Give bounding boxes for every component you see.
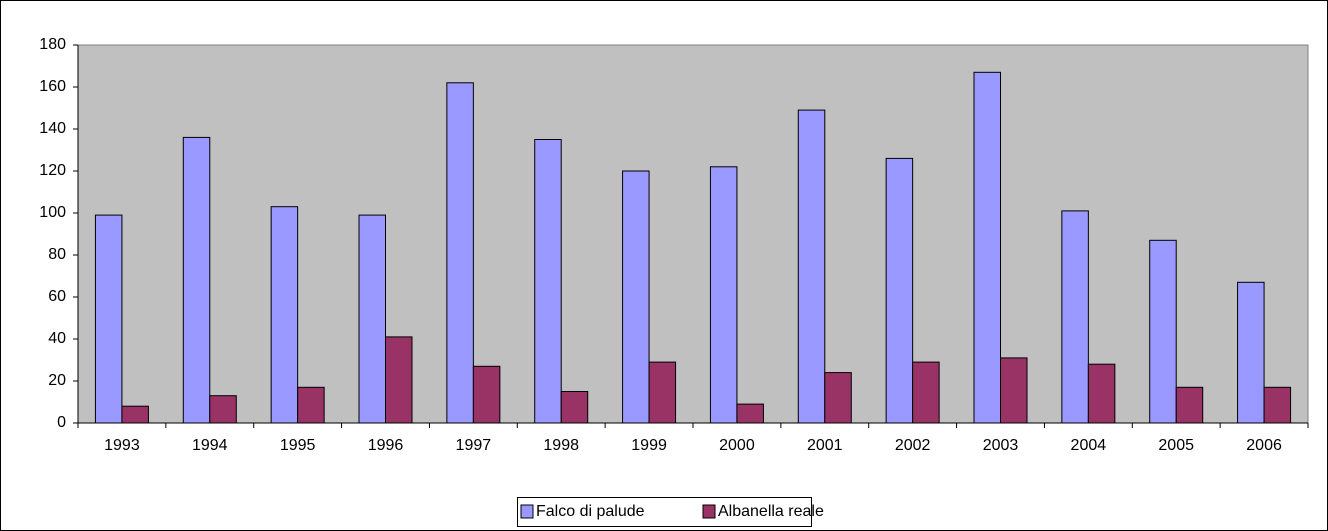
legend-label: Albanella reale [718,503,824,520]
x-tick-label: 1999 [631,437,667,454]
bar [1087,363,1116,424]
x-tick-label: 2004 [1071,437,1107,454]
x-tick-label: 1998 [543,437,579,454]
legend-swatch [520,504,534,519]
x-tick-label: 2001 [807,437,843,454]
x-tick-label: 1996 [368,437,404,454]
y-tick-label: 100 [39,204,66,221]
y-tick-label: 20 [48,372,66,389]
y-tick-label: 40 [48,330,66,347]
bar [736,403,764,424]
bar [912,361,940,424]
bar [1149,239,1177,424]
bar [182,136,211,424]
bar [622,170,650,424]
bar [1237,281,1265,424]
bar [297,386,325,424]
bar [472,365,501,424]
x-tick-label: 1995 [280,437,316,454]
y-tick-label: 60 [48,288,66,305]
bar [121,405,149,424]
bar [534,139,562,424]
y-tick-label: 120 [39,162,66,179]
bar [560,391,589,424]
y-tick-label: 160 [39,78,66,95]
x-tick-label: 1994 [192,437,228,454]
y-tick-label: 180 [39,36,66,53]
x-tick-label: 2006 [1246,437,1282,454]
x-tick-label: 1993 [104,437,140,454]
bar [1175,386,1204,424]
x-tick-label: 1997 [456,437,492,454]
bar [446,82,474,424]
y-tick-label: 80 [48,246,66,263]
bar [209,395,237,424]
bar [824,372,852,424]
bar [1061,210,1089,424]
bar [358,214,386,424]
x-tick-label: 2003 [983,437,1019,454]
bar [797,109,826,424]
bar [385,336,413,424]
legend-swatch [702,504,716,519]
x-tick-label: 2002 [895,437,931,454]
legend-label: Falco di palude [536,503,645,520]
y-tick-label: 140 [39,120,66,137]
bar [709,166,738,424]
x-tick-label: 2000 [719,437,755,454]
legend-box [517,497,812,527]
bar [1000,357,1028,424]
bar [270,206,299,424]
bar [1263,386,1292,424]
bar [973,71,1001,424]
bar [94,214,123,424]
plot-area [77,44,1309,424]
bar [648,361,677,424]
x-tick-label: 2005 [1158,437,1194,454]
bar [885,157,914,424]
y-tick-label: 0 [57,414,66,431]
